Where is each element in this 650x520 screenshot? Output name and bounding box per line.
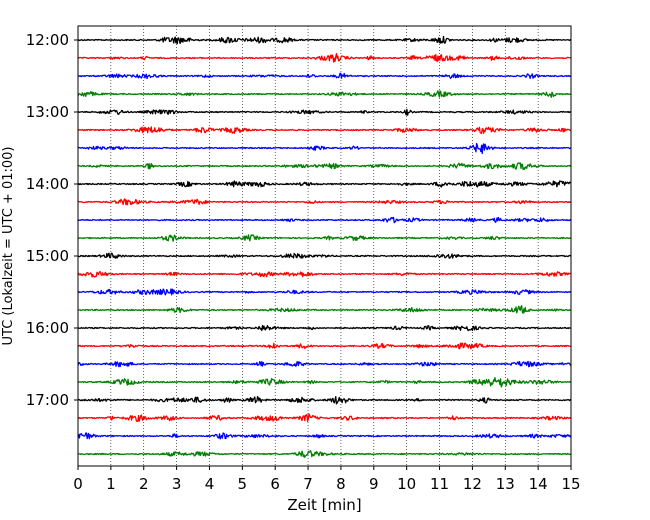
trace-17:45 (77, 449, 572, 458)
x-tick-label: 0 (73, 475, 83, 493)
trace-16:30 (77, 360, 572, 368)
y-tick-label: 13:00 (26, 103, 69, 121)
trace-15:15 (77, 270, 572, 278)
x-tick-label: 9 (369, 475, 379, 493)
trace-14:15 (77, 198, 572, 206)
trace-15:45 (77, 305, 572, 314)
trace-12:45 (77, 90, 572, 98)
trace-14:30 (77, 216, 572, 224)
y-axis: 12:00 13:00 14:00 15:00 16:00 17:00 (26, 31, 78, 409)
x-tick-label: 13 (496, 475, 515, 493)
x-tick-label: 6 (270, 475, 280, 493)
x-axis: 0 1 2 3 4 5 6 7 8 9 10 11 12 13 14 15 (73, 466, 581, 493)
x-tick-label: 10 (397, 475, 416, 493)
y-tick-label: 14:00 (26, 175, 69, 193)
trace-17:15 (77, 413, 572, 422)
y-tick-label: 15:00 (26, 247, 69, 265)
trace-14:45 (77, 234, 572, 242)
trace-16:00 (77, 324, 572, 332)
y-tick-label: 17:00 (26, 391, 69, 409)
trace-14:00 (78, 180, 572, 188)
x-tick-label: 14 (529, 475, 548, 493)
x-tick-label: 3 (172, 475, 182, 493)
trace-13:00 (77, 108, 572, 116)
grid-layer (110, 26, 539, 466)
x-tick-label: 5 (238, 475, 248, 493)
plot-frame (77, 25, 572, 467)
trace-15:00 (77, 252, 572, 259)
x-tick-label: 2 (139, 475, 149, 493)
x-axis-label: Zeit [min] (287, 496, 361, 514)
trace-13:30 (77, 142, 572, 155)
trace-12:00 (77, 35, 572, 45)
trace-12:30 (77, 72, 572, 80)
y-tick-label: 12:00 (26, 31, 69, 49)
y-axis-label: UTC (Lokalzeit = UTC + 01:00) (1, 147, 16, 346)
x-tick-label: 15 (561, 475, 580, 493)
trace-layer (77, 35, 572, 458)
trace-12:15 (77, 52, 572, 63)
x-tick-label: 12 (463, 475, 482, 493)
trace-15:30 (77, 288, 572, 296)
trace-17:00 (77, 395, 572, 405)
x-tick-label: 8 (336, 475, 346, 493)
y-tick-label: 16:00 (26, 319, 69, 337)
x-tick-label: 4 (205, 475, 215, 493)
trace-16:15 (77, 342, 572, 350)
trace-17:30 (77, 432, 572, 440)
x-tick-label: 7 (303, 475, 313, 493)
trace-16:45 (77, 376, 572, 388)
x-tick-label: 1 (106, 475, 116, 493)
x-tick-label: 11 (430, 475, 449, 493)
trace-13:15 (77, 126, 572, 134)
trace-13:45 (77, 162, 572, 171)
